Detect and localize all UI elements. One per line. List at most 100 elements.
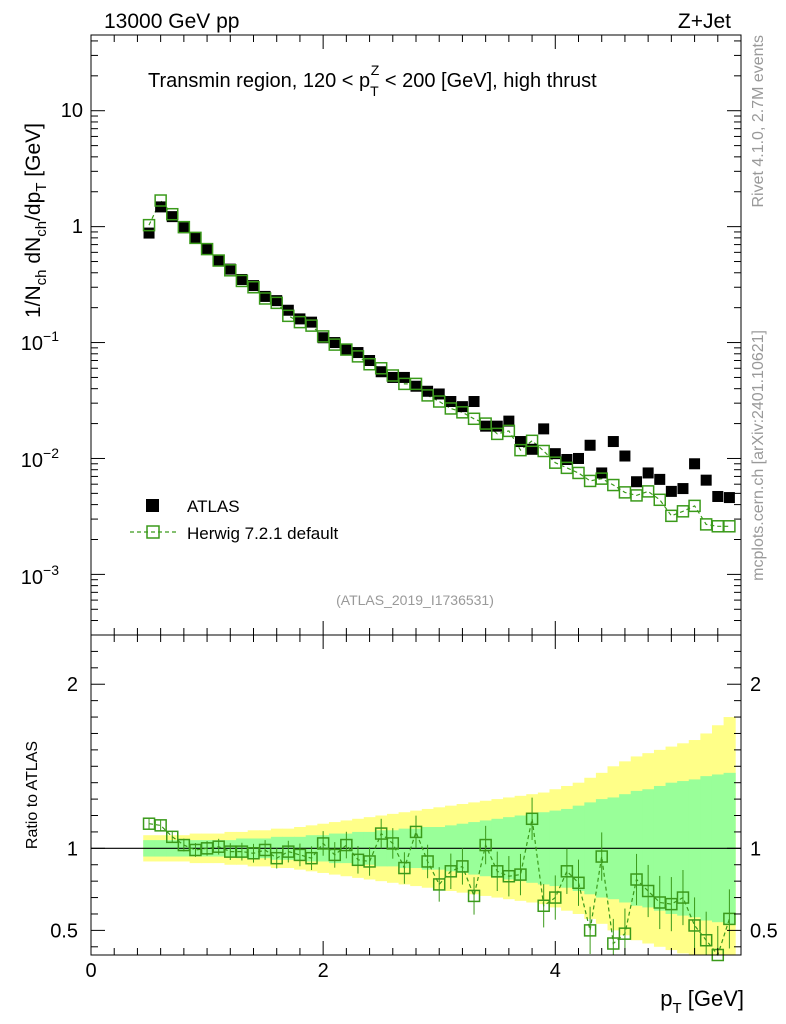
mcplots-label: mcplots.cern.ch [arXiv:2401.10621] [750,330,767,581]
main-data-layer [142,194,736,533]
herwig-point [583,474,597,488]
ratio-point [374,827,388,840]
ratio-xtick-label: 2 [318,960,329,982]
atlas-point [398,371,410,383]
ratio-point [525,812,539,826]
ratio-point [467,889,481,903]
atlas-point [236,273,248,285]
atlas-point [329,337,341,349]
atlas-point [549,448,561,460]
ratio-ytick-label-right: 0.5 [750,920,778,942]
ratio-point [630,873,643,886]
herwig-point [525,434,539,448]
ytick-label-1: 1 [72,216,83,238]
atlas-point [642,467,654,479]
atlas-point [364,355,376,367]
atlas-point [433,388,445,400]
rivet-label: Rivet 4.1.0, 2.7M events [750,35,767,208]
herwig-point [351,350,365,363]
atlas-point [503,415,515,427]
main-panel: Transmin region, 120 < pTZ < 200 [GeV], … [21,34,742,636]
atlas-point [514,436,526,448]
atlas-point [213,255,225,267]
atlas-point [259,290,271,302]
ratio-point [305,851,318,865]
atlas-point [271,295,283,307]
herwig-point [200,242,214,256]
ratio-point [514,868,527,881]
atlas-point [224,263,236,275]
ytick-label-10: 10 [61,100,83,122]
main-ylabel: 1/Nch dNch/dpT [GeV] [22,123,50,318]
ratio-point [583,924,597,937]
atlas-point [631,476,643,488]
ratio-point [409,825,423,839]
herwig-point [641,485,655,498]
atlas-point [526,443,538,455]
ratio-point [456,860,469,873]
herwig-point [665,509,678,523]
main-ticks [90,35,742,636]
ratio-ylabel: Ratio to ATLAS [24,741,41,849]
atlas-point [677,483,689,495]
atlas-point [491,420,503,432]
analysis-id: (ATLAS_2019_I1736531) [336,592,494,608]
ratio-ytick-label: 0.5 [50,920,78,942]
ratio-line [148,818,730,957]
atlas-point [317,332,329,344]
herwig-point [607,478,620,492]
herwig-point [723,520,736,533]
herwig-point [189,231,202,245]
herwig-point [282,309,295,323]
legend-atlas-label: ATLAS [187,497,240,516]
herwig-point [340,343,353,356]
herwig-point [247,280,260,294]
atlas-point [155,201,167,213]
atlas-point [387,371,399,383]
ratio-point [641,884,655,898]
herwig-point [537,444,550,458]
ratio-ticks: 0.5 0.5 1 1 2 2 0 2 4 [50,635,778,982]
atlas-point [538,423,550,435]
atlas-point [480,420,492,432]
ytick-label-1e-2: 10−2 [21,445,59,472]
ytick-label-1e-3: 10−3 [21,562,59,589]
ratio-xtick-label: 0 [85,960,96,982]
legend-mc-label: Herwig 7.2.1 default [187,524,338,543]
atlas-point [375,366,387,378]
ratio-ytick-label: 1 [67,838,78,860]
ratio-point [316,837,330,850]
ratio-xlabel: pT [GeV] [660,986,744,1017]
atlas-point [410,380,422,392]
ratio-point [363,855,376,868]
atlas-point [561,453,573,465]
herwig-point [270,296,283,310]
herwig-point [316,330,330,343]
ratio-ytick-label: 2 [67,674,78,696]
herwig-point [456,406,469,419]
herwig-point [386,369,400,382]
atlas-point [340,344,352,356]
ratio-point [549,891,562,904]
atlas-point [294,313,306,325]
ratio-point [421,855,434,868]
ratio-point [699,933,713,947]
ratio-point [572,876,585,890]
ratio-point [479,838,492,852]
atlas-point [723,492,735,504]
ratio-point [723,912,736,926]
ratio-point [166,830,179,844]
herwig-point [653,493,666,507]
ratio-point [432,878,446,891]
ratio-point [595,850,608,863]
herwig-point [514,443,527,457]
herwig-line [148,199,730,527]
ratio-point [607,937,620,950]
ratio-point [560,865,574,878]
header-right: Z+Jet [678,10,731,33]
herwig-point [224,264,237,277]
herwig-point [374,362,388,375]
ratio-point [386,837,400,850]
herwig-point [142,218,156,232]
